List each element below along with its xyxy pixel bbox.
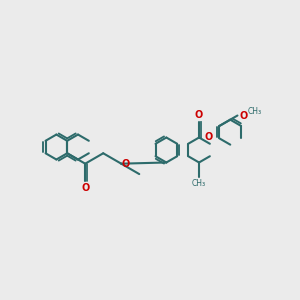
- Text: O: O: [195, 110, 203, 120]
- Text: O: O: [81, 183, 89, 193]
- Text: CH₃: CH₃: [192, 179, 206, 188]
- Text: O: O: [122, 159, 130, 169]
- Text: O: O: [204, 132, 212, 142]
- Text: O: O: [240, 110, 248, 121]
- Text: CH₃: CH₃: [248, 106, 262, 116]
